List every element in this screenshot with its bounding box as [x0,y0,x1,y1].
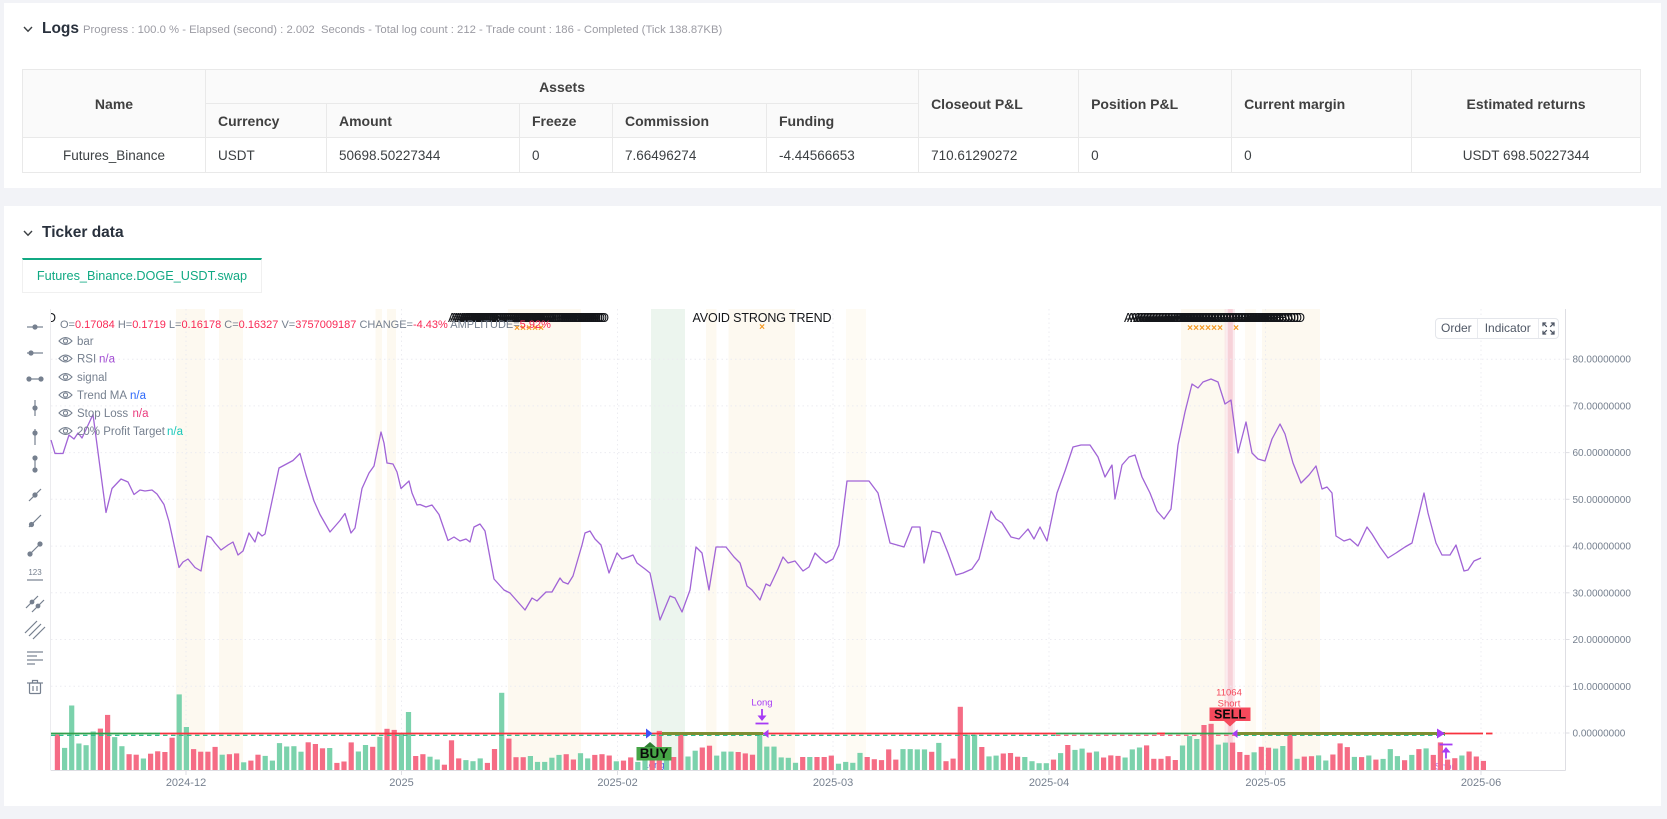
svg-text:n/a: n/a [133,408,150,420]
svg-text:2025-03: 2025-03 [813,777,853,789]
svg-text:AVOID STRONG TREND: AVOID STRONG TREND [1151,311,1290,325]
svg-text:AVOID STRONG TREND: AVOID STRONG TREND [693,311,832,325]
svg-text:AVOID STRONG TREND: AVOID STRONG TREND [448,311,587,325]
svg-text:Trend MA: Trend MA [77,390,127,402]
svg-text:BUY: BUY [640,746,669,761]
svg-text:×: × [532,323,538,334]
svg-text:20% Profit Target: 20% Profit Target [77,426,166,438]
svg-text:AVOID STRONG TREND: AVOID STRONG TREND [460,311,599,325]
svg-text:2025-02: 2025-02 [597,777,637,789]
svg-text:×: × [1211,323,1217,334]
svg-text:×: × [1193,323,1199,334]
svg-text:2025-04: 2025-04 [1029,777,1069,789]
svg-text:AVOID STRONG TREND: AVOID STRONG TREND [450,311,589,325]
svg-text:AVOID STRONG TREND: AVOID STRONG TREND [1130,311,1269,325]
svg-text:n/a: n/a [130,390,147,402]
svg-text:AVOID STRONG TREND: AVOID STRONG TREND [1127,311,1266,325]
svg-text:AVOID STRONG TREND: AVOID STRONG TREND [458,311,597,325]
svg-text:×: × [520,323,526,334]
svg-text:40.00000000: 40.00000000 [1573,542,1632,553]
svg-text:Short: Short [1218,699,1241,710]
svg-text:AVOID STRONG TREND: AVOID STRONG TREND [1148,311,1287,325]
svg-text:×: × [1187,323,1193,334]
svg-text:×: × [1217,323,1223,334]
svg-text:AVOID STRONG TREND: AVOID STRONG TREND [1157,311,1296,325]
svg-text:2024-12: 2024-12 [166,777,206,789]
svg-text:AVOID STRONG TREND: AVOID STRONG TREND [470,311,609,325]
svg-text:Long: Long [751,698,772,709]
svg-text:11064: 11064 [1216,688,1242,699]
svg-text:80.00000000: 80.00000000 [1573,355,1632,366]
svg-text:123: 123 [28,568,42,577]
svg-text:AVOID STRONG TREND: AVOID STRONG TREND [1142,311,1281,325]
svg-text:AVOID STRONG TREND: AVOID STRONG TREND [1163,311,1302,325]
svg-text:×: × [538,323,544,334]
svg-text:AVOID STRONG TREND: AVOID STRONG TREND [1166,311,1305,325]
svg-text:AVOID STRONG TREND: AVOID STRONG TREND [466,311,605,325]
svg-text:AVOID STRONG TREND: AVOID STRONG TREND [462,311,601,325]
svg-text:AVOID STRONG TREND: AVOID STRONG TREND [464,311,603,325]
svg-text:AVOID STRONG TREND: AVOID STRONG TREND [1124,311,1263,325]
svg-text:n/a: n/a [167,426,184,438]
svg-text:RSI: RSI [77,354,96,366]
svg-text:20.00000000: 20.00000000 [1573,635,1632,646]
svg-text:SELL: SELL [1214,708,1246,722]
svg-text:×: × [1233,323,1239,334]
svg-text:×: × [759,322,765,333]
svg-text:60.00000000: 60.00000000 [1573,448,1632,459]
svg-text:×: × [1199,323,1205,334]
svg-text:signal: signal [77,372,107,384]
svg-text:Stop Loss: Stop Loss [77,408,128,420]
svg-text:AVOID STRONG TREND: AVOID STRONG TREND [1139,311,1278,325]
svg-text:×: × [1205,323,1211,334]
svg-text:10.00000000: 10.00000000 [1573,682,1632,693]
svg-text:AVOID STRONG TREND: AVOID STRONG TREND [1154,311,1293,325]
svg-text:2025-06: 2025-06 [1461,777,1501,789]
svg-text:AVOID STRONG TREND: AVOID STRONG TREND [0,311,56,325]
svg-text:0.00000000: 0.00000000 [1573,729,1626,740]
svg-text:AVOID STRONG TREND: AVOID STRONG TREND [454,311,593,325]
svg-text:O=0.17084 H=0.1719 L=0.16178 C: O=0.17084 H=0.1719 L=0.16178 C=0.16327 V… [60,319,551,331]
svg-text:AVOID STRONG TREND: AVOID STRONG TREND [452,311,591,325]
svg-text:bar: bar [77,336,94,348]
svg-text:×: × [526,323,532,334]
svg-text:2025: 2025 [389,777,413,789]
svg-text:AVOID STRONG TREND: AVOID STRONG TREND [456,311,595,325]
svg-text:n/a: n/a [99,354,116,366]
svg-text:2025-05: 2025-05 [1245,777,1285,789]
svg-text:50.00000000: 50.00000000 [1573,495,1632,506]
svg-text:×: × [514,323,520,334]
svg-text:AVOID STRONG TREND: AVOID STRONG TREND [468,311,607,325]
svg-text:AVOID STRONG TREND: AVOID STRONG TREND [1160,311,1299,325]
svg-text:70.00000000: 70.00000000 [1573,401,1632,412]
svg-text:30.00000000: 30.00000000 [1573,588,1632,599]
svg-text:AVOID STRONG TREND: AVOID STRONG TREND [1145,311,1284,325]
svg-text:AVOID STRONG TREND: AVOID STRONG TREND [1133,311,1272,325]
svg-text:AVOID STRONG TREND: AVOID STRONG TREND [1136,311,1275,325]
